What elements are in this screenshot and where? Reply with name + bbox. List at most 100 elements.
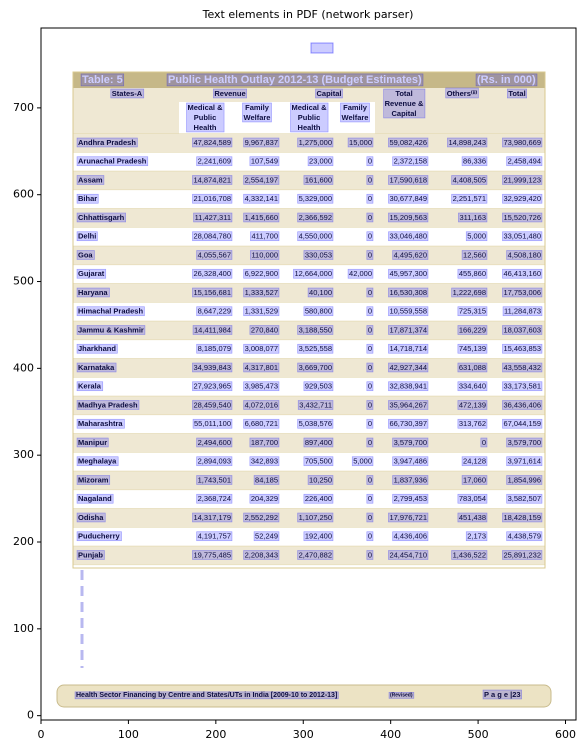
cell-value: 11,284,873 (504, 307, 541, 316)
text-box (502, 550, 543, 560)
x-tick-label: 100 (118, 728, 139, 741)
state-name: Kerala (78, 382, 102, 391)
text-box (196, 250, 233, 260)
text-box (243, 550, 280, 560)
text-box (192, 512, 233, 523)
text-box (388, 306, 429, 317)
text-box (307, 287, 334, 298)
cell-value: 35,964,267 (389, 400, 427, 409)
text-box (392, 475, 429, 485)
text-box (196, 531, 233, 542)
cell-value: 4,436,406 (394, 532, 427, 541)
cell-value: 59,082,426 (389, 138, 427, 147)
text-box (506, 531, 543, 542)
cell-value: 19,775,485 (193, 550, 231, 559)
text-box (388, 381, 429, 392)
cell-value: 0 (368, 382, 372, 391)
cell-value: 5,329,000 (299, 194, 332, 203)
text-box (80, 73, 125, 87)
cell-value: 33,173,581 (503, 382, 541, 391)
text-box (457, 400, 488, 410)
cell-value: 0 (368, 513, 372, 522)
text-box (76, 531, 122, 542)
cell-value: 705,500 (305, 457, 332, 466)
cell-value: 2,554,197 (245, 175, 278, 184)
cell-value: 9,967,837 (245, 138, 278, 147)
cell-value: 0 (368, 232, 372, 241)
text-box (388, 343, 429, 354)
text-box (307, 475, 334, 485)
cell-value: 2,470,882 (299, 550, 332, 559)
cell-value: 11,427,311 (195, 213, 231, 222)
state-name: Punjab (78, 550, 103, 559)
text-box (297, 362, 334, 373)
state-name: Madhya Pradesh (78, 400, 138, 409)
text-box (366, 212, 374, 223)
cell-value: 14,317,179 (193, 513, 231, 522)
x-tick-label: 600 (555, 728, 576, 741)
text-box (340, 102, 370, 123)
cell-value: 3,947,486 (394, 457, 427, 466)
text-box (506, 493, 543, 504)
subheader-band (179, 102, 375, 135)
text-box (451, 193, 488, 204)
pdf-page: Table: 5 Public Health Outlay 2012-13 (Bu… (56, 42, 552, 708)
text-box (502, 231, 543, 242)
text-box (250, 231, 280, 242)
text-box (76, 137, 138, 148)
cell-value: 0 (368, 550, 372, 559)
cell-value: 3,008,077 (245, 344, 278, 353)
cell-value: 311,163 (459, 213, 486, 222)
text-box (366, 531, 374, 542)
text-box (249, 325, 280, 335)
text-box (76, 362, 117, 373)
text-box (297, 137, 334, 148)
cell-value: 42,927,344 (389, 363, 427, 372)
text-box (76, 231, 98, 242)
text-box (243, 512, 280, 523)
cell-value: 17,060 (463, 475, 486, 484)
text-box (297, 400, 334, 410)
cell-value: 451,438 (459, 513, 486, 522)
text-box (482, 689, 522, 700)
text-box (249, 437, 280, 448)
text-box (502, 381, 543, 392)
text-box (243, 175, 280, 185)
text-box (388, 418, 429, 429)
cell-value: 18,037,603 (503, 325, 541, 334)
cell-value: 4,317,801 (245, 363, 278, 372)
state-name: Puducherry (78, 532, 121, 541)
cell-value: 17,976,721 (389, 513, 427, 522)
cell-value: 1,333,527 (245, 288, 278, 297)
text-box (297, 325, 334, 335)
x-tick-label: 0 (38, 728, 45, 741)
text-box (192, 231, 233, 242)
cell-value: 0 (368, 175, 372, 184)
text-box (366, 193, 374, 204)
cell-value: 15,156,681 (193, 288, 231, 297)
state-name: Haryana (78, 288, 108, 297)
cell-value: 783,054 (459, 494, 486, 503)
cell-value: 110,000 (251, 250, 278, 259)
header-text: Medical &PublicHealth (291, 103, 327, 132)
text-box (192, 287, 233, 298)
text-box (461, 156, 488, 167)
text-box (76, 512, 106, 523)
footer-note: (Revised) (390, 692, 413, 698)
text-box (76, 287, 110, 298)
cell-value: 2,368,724 (198, 494, 231, 503)
text-box (388, 193, 429, 204)
cell-value: 4,438,579 (508, 532, 541, 541)
cell-value: 1,415,660 (245, 213, 278, 222)
text-box (457, 418, 488, 429)
text-box (457, 493, 488, 504)
cell-value: 12,560 (463, 250, 486, 259)
text-box (366, 325, 374, 335)
header-text: States-A (112, 89, 143, 98)
x-tick-label: 300 (293, 728, 314, 741)
text-box (243, 287, 280, 298)
cell-value: 0 (368, 194, 372, 203)
text-box (192, 193, 233, 204)
text-box (76, 175, 105, 185)
